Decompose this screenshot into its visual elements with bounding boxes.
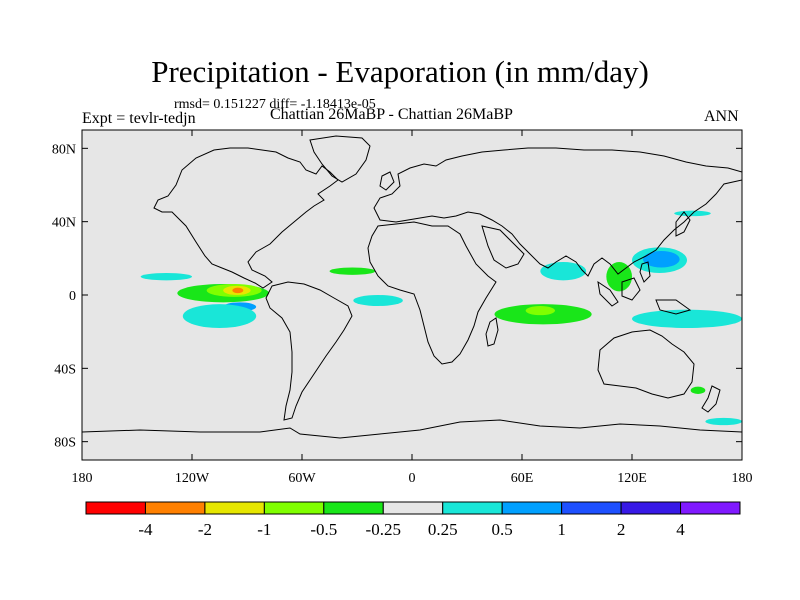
coast-greenland [309, 135, 371, 183]
colorbar-label-3: -0.5 [310, 520, 337, 539]
x-tick-label-0: 180 [72, 471, 93, 486]
coast-eurasia [373, 147, 742, 277]
region-atlantic-itcz [329, 267, 376, 275]
coast-sumatra [597, 280, 619, 307]
colorbar-swatch-10 [680, 501, 741, 515]
colorbar-label-4: -0.25 [366, 520, 401, 539]
region-southern-ocean-teal [705, 417, 742, 426]
colorbar-swatch-9 [620, 501, 682, 515]
coast-philippines [639, 261, 651, 283]
coast-arabia [481, 225, 525, 269]
region-tasman-green [690, 386, 706, 395]
colorbar: -4 -2 -1 -0.5 -0.25 0.25 0.5 1 2 4 [85, 501, 741, 539]
colorbar-swatch-1 [144, 501, 206, 515]
coast-madagascar [485, 317, 499, 347]
region-east-pacific-peak [232, 287, 244, 294]
axes: 180 120W 60W 0 60E 120E 180 80N 40N 0 40S 80S [52, 130, 753, 486]
region-south-atlantic [353, 295, 403, 306]
y-tick-label-3: 40S [54, 362, 76, 377]
y-tick-label-4: 80S [54, 436, 76, 451]
coast-north-america [153, 147, 339, 289]
chart-subtitle: Chattian 26MaBP - Chattian 26MaBP [270, 106, 513, 123]
colorbar-label-0: -4 [138, 520, 153, 539]
colorbar-label-6: 0.5 [492, 520, 513, 539]
x-tick-label-4: 60E [511, 471, 534, 486]
region-south-west-pacific [632, 309, 742, 329]
region-bay-of-bengal [540, 262, 587, 281]
region-north-pacific-band [140, 273, 192, 281]
coast-new-guinea [655, 299, 692, 315]
colorbar-label-8: 2 [617, 520, 626, 539]
coastlines [82, 135, 742, 439]
coast-south-america [265, 281, 353, 421]
region-west-pacific-core [643, 251, 680, 268]
colorbar-swatch-8 [561, 501, 622, 515]
coast-new-zealand [701, 385, 721, 413]
colorbar-label-7: 1 [557, 520, 566, 539]
precip-regions [140, 210, 742, 426]
experiment-label: Expt = tevlr-tedjn [82, 110, 196, 127]
y-tick-label-2: 0 [69, 289, 76, 304]
y-tick-label-0: 80N [52, 142, 76, 157]
colorbar-label-5: 0.25 [428, 520, 458, 539]
y-tick-label-1: 40N [52, 216, 76, 231]
colorbar-swatch-6 [442, 501, 503, 515]
region-east-asia-green [606, 262, 633, 292]
colorbar-swatch-4 [323, 501, 384, 515]
x-tick-label-2: 60W [288, 471, 316, 486]
coast-japan [675, 211, 691, 237]
x-tick-label-6: 180 [732, 471, 753, 486]
colorbar-label-2: -1 [257, 520, 271, 539]
region-indian-ocean-core [525, 306, 555, 316]
colorbar-swatch-3 [263, 501, 325, 515]
x-tick-label-3: 0 [409, 471, 416, 486]
colorbar-label-1: -2 [198, 520, 212, 539]
coast-antarctica [82, 419, 742, 439]
colorbar-swatch-7 [501, 501, 563, 515]
colorbar-swatch-2 [204, 501, 265, 515]
colorbar-swatch-0 [85, 501, 146, 515]
coast-borneo [621, 277, 641, 301]
colorbar-swatch-5 [382, 501, 444, 515]
coast-british-isles [379, 171, 395, 191]
coast-australia [597, 329, 695, 399]
region-south-pacific-teal [182, 304, 257, 329]
x-tick-label-5: 120E [617, 471, 647, 486]
season-label: ANN [704, 108, 739, 125]
stats-line: rmsd= 0.151227 diff= -1.18413e-05 [174, 97, 376, 112]
colorbar-label-9: 4 [676, 520, 685, 539]
chart-title: Precipitation - Evaporation (in mm/day) [151, 54, 649, 89]
x-tick-label-1: 120W [175, 471, 210, 486]
coast-africa [367, 221, 497, 365]
